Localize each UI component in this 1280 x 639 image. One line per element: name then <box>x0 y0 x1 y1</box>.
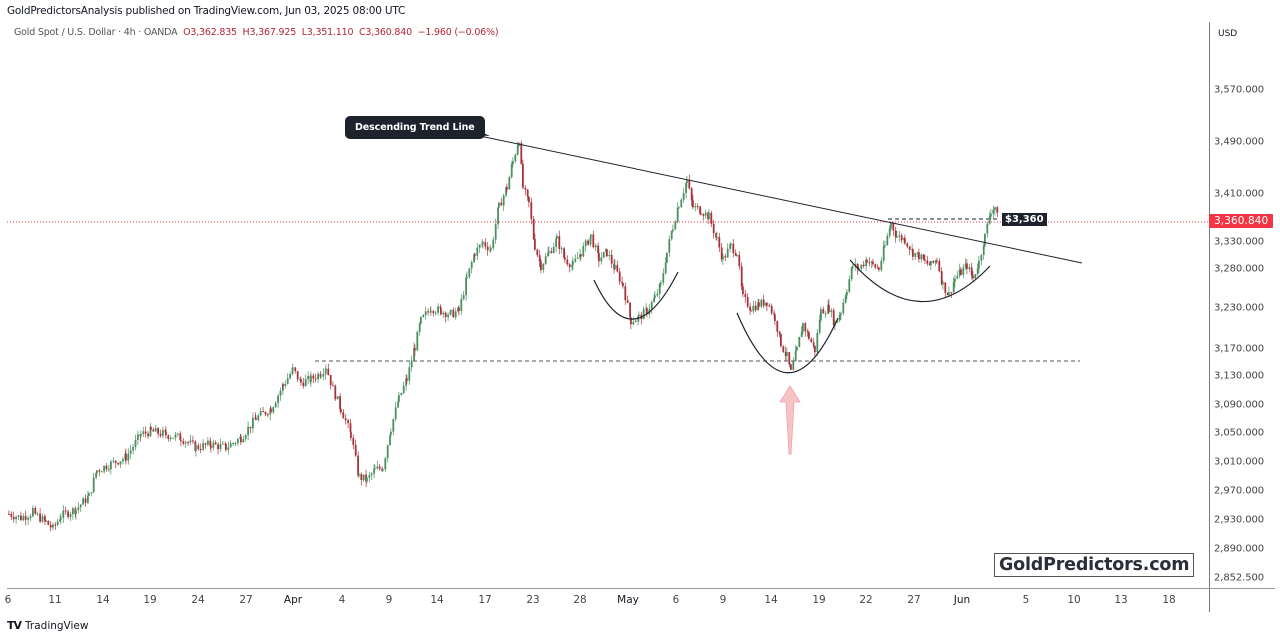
time-tick: 11 <box>48 594 62 606</box>
time-tick: 13 <box>1114 594 1128 606</box>
time-tick: 9 <box>719 594 727 606</box>
close-value: C3,360.840 <box>358 27 412 38</box>
candlestick-series <box>8 140 999 532</box>
time-tick: May <box>617 594 639 606</box>
price-tick: 3,570.000 <box>1214 84 1264 96</box>
price-tick: 3,050.000 <box>1214 427 1264 439</box>
price-tick: 3,170.000 <box>1214 343 1264 355</box>
time-tick: 22 <box>859 594 873 606</box>
cup-shape-left <box>593 271 679 320</box>
time-tick: 27 <box>239 594 253 606</box>
low-value: L3,351.110 <box>301 27 354 38</box>
time-tick: 18 <box>1162 594 1176 606</box>
cup-shape-middle <box>736 312 839 374</box>
descending-trend-line[interactable] <box>479 135 1083 264</box>
time-tick: 17 <box>478 594 492 606</box>
trend-line-callout[interactable]: Descending Trend Line <box>345 116 485 139</box>
time-tick: 24 <box>191 594 205 606</box>
time-tick: 19 <box>143 594 157 606</box>
time-tick: 10 <box>1067 594 1081 606</box>
price-axis-border <box>1209 22 1210 612</box>
time-tick: Apr <box>283 594 303 606</box>
time-tick: 27 <box>907 594 921 606</box>
last-price-tag: 3,360.840 <box>1209 214 1274 228</box>
price-tick: 2,930.000 <box>1214 514 1264 526</box>
time-tick: 19 <box>812 594 826 606</box>
open-value: O3,362.835 <box>183 27 237 38</box>
goldpredictors-watermark: GoldPredictors.com <box>994 553 1195 577</box>
time-tick: 23 <box>526 594 540 606</box>
price-tick: 3,230.000 <box>1214 302 1264 314</box>
published-by: GoldPredictorsAnalysis published on Trad… <box>7 5 406 17</box>
time-tick: 5 <box>1022 594 1030 606</box>
tradingview-footer[interactable]: TV TradingView <box>7 619 88 632</box>
price-label-3360[interactable]: $3,360 <box>1002 213 1047 226</box>
cup-shape-right <box>849 259 991 303</box>
price-tick: 2,970.000 <box>1214 485 1264 497</box>
price-tick: 3,090.000 <box>1214 399 1264 411</box>
tradingview-logo-icon: TV <box>7 619 22 632</box>
high-value: H3,367.925 <box>242 27 297 38</box>
price-tick: 3,280.000 <box>1214 263 1264 275</box>
symbol-legend: Gold Spot / U.S. Dollar · 4h · OANDA O3,… <box>14 27 499 38</box>
arrow-up-icon <box>779 385 801 455</box>
price-chart[interactable] <box>0 0 1209 588</box>
time-tick: 4 <box>338 594 346 606</box>
symbol-name: Gold Spot / U.S. Dollar · 4h · OANDA <box>14 27 178 38</box>
time-tick: 6 <box>672 594 680 606</box>
time-tick: Jun <box>953 594 971 606</box>
tradingview-brand: TradingView <box>25 619 89 632</box>
time-tick: 28 <box>573 594 587 606</box>
currency-label[interactable]: USD <box>1218 29 1238 39</box>
price-tick: 3,130.000 <box>1214 370 1264 382</box>
price-tick: 2,852.500 <box>1214 572 1264 584</box>
price-tick: 3,410.000 <box>1214 188 1264 200</box>
time-tick: 14 <box>764 594 778 606</box>
time-tick: 14 <box>430 594 444 606</box>
time-tick: 9 <box>385 594 393 606</box>
change-value: −1.960 (−0.06%) <box>417 27 499 38</box>
price-tick: 3,330.000 <box>1214 236 1264 248</box>
price-tick: 3,490.000 <box>1214 136 1264 148</box>
price-tick: 3,010.000 <box>1214 456 1264 468</box>
time-tick: 14 <box>96 594 110 606</box>
time-axis-border <box>7 588 1275 589</box>
price-tick: 2,890.000 <box>1214 543 1264 555</box>
time-tick: 6 <box>4 594 12 606</box>
